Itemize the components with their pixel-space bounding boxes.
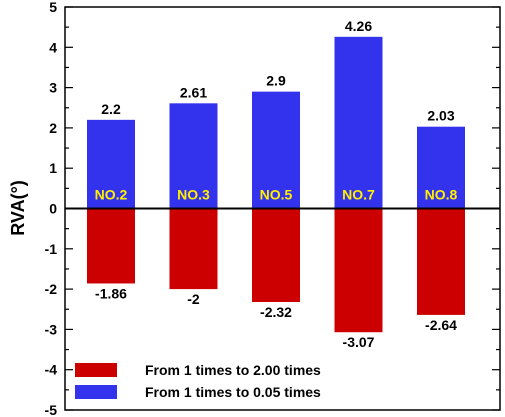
y-tick-label-3: 3 (49, 80, 57, 96)
data-label-no-7-series-2: 4.26 (345, 18, 372, 34)
bar-no-2-series-1 (87, 208, 135, 284)
data-label-no-5-series-2: 2.9 (266, 73, 286, 89)
y-tick-label-minus-2: -2 (45, 281, 58, 297)
data-label-no-2-series-1: -1.86 (95, 285, 127, 301)
y-tick-label-4: 4 (49, 39, 57, 55)
bar-no-3-series-1 (169, 208, 218, 290)
data-label-no-5-series-1: -2.32 (260, 304, 292, 320)
category-label-no-3: NO.3 (177, 187, 210, 203)
bar-no-2-series-2 (87, 119, 135, 209)
legend-swatch-series-2 (75, 385, 117, 399)
category-label-no-2: NO.2 (95, 187, 128, 203)
category-label-no-8: NO.8 (425, 187, 458, 203)
y-axis-title: RVA(°) (8, 180, 28, 236)
category-label-no-5: NO.5 (260, 187, 293, 203)
legend-swatch-series-1 (75, 363, 117, 377)
data-label-no-8-series-1: -2.64 (425, 317, 457, 333)
category-label-no-7: NO.7 (342, 187, 375, 203)
data-label-no-7-series-1: -3.07 (343, 334, 375, 350)
y-tick-label-minus-1: -1 (45, 241, 58, 257)
axis-layer: -5 -4 -3 -2 -1 0 1 2 3 4 5 (45, 0, 501, 417)
data-label-no-3-series-2: 2.61 (180, 84, 207, 100)
bar-no-7-series-1 (334, 208, 383, 333)
y-tick-label-5: 5 (49, 0, 57, 15)
bars-layer (87, 36, 465, 333)
legend-label-series-1: From 1 times to 2.00 times (145, 362, 321, 378)
y-tick-label-minus-3: -3 (45, 321, 58, 337)
bar-no-5-series-2 (252, 91, 300, 209)
legend: From 1 times to 2.00 times From 1 times t… (75, 362, 321, 400)
y-tick-label-2: 2 (49, 120, 57, 136)
y-tick-label-0: 0 (49, 201, 57, 217)
bar-no-7-series-2 (334, 36, 383, 209)
bar-no-3-series-2 (169, 103, 218, 209)
y-tick-label-minus-5: -5 (45, 402, 58, 417)
bar-no-8-series-2 (417, 126, 465, 209)
data-label-no-3-series-1: -2 (187, 291, 200, 307)
bar-no-8-series-1 (417, 208, 465, 315)
data-label-no-8-series-2: 2.03 (427, 108, 454, 124)
bar-no-5-series-1 (252, 208, 300, 302)
legend-label-series-2: From 1 times to 0.05 times (145, 384, 321, 400)
y-tick-label-minus-4: -4 (45, 362, 58, 378)
data-label-no-2-series-2: 2.2 (101, 101, 121, 117)
labels-layer: -1.86 -2 -2.32 -3.07 -2.64 2.2 2.61 2.9 4.26 2.03… (95, 18, 458, 350)
y-tick-label-1: 1 (49, 160, 57, 176)
